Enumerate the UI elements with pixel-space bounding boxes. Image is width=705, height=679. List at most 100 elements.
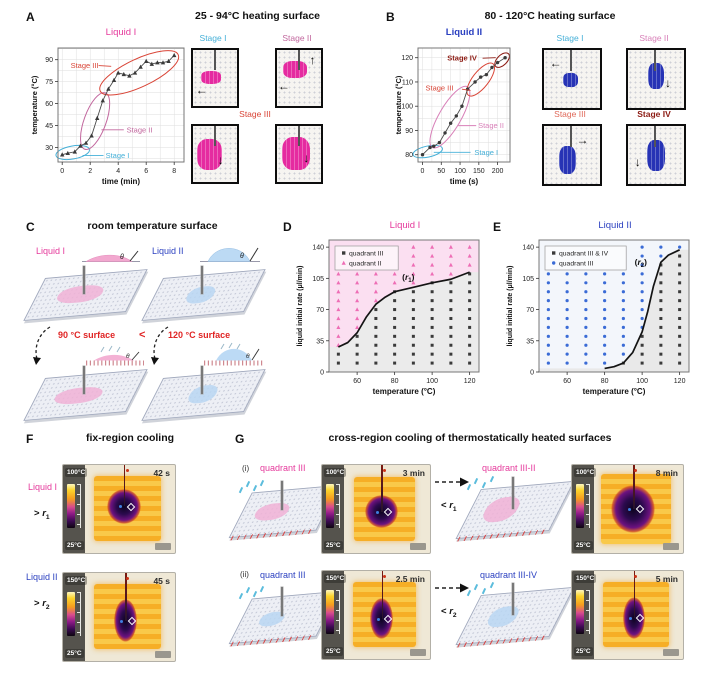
quadrant-iii-label-i: quadrant III xyxy=(260,463,306,473)
curve-rate-label: (r1) xyxy=(402,272,415,284)
svg-text:0: 0 xyxy=(320,370,324,377)
quadrant-iii-ii-label: quadrant III-II xyxy=(482,463,536,473)
r-subscript: 2 xyxy=(45,603,50,611)
rate-gt-r1: > r1 xyxy=(34,508,50,521)
stage-ellipse xyxy=(99,50,180,96)
svg-text:80: 80 xyxy=(391,378,399,385)
dispensing-needle xyxy=(213,126,216,147)
quadrant-iii-label-ii: quadrant III xyxy=(260,570,306,580)
chart-b: Stage I Stage II Stage III Stage IV 0 50 100 15… xyxy=(394,47,511,186)
thermal-view: 5 min xyxy=(594,571,683,659)
cooled-region xyxy=(610,485,656,533)
surface-90c-label: 90 °C surface xyxy=(58,330,116,340)
pillar-array-surface xyxy=(23,364,149,424)
dispensing-needle xyxy=(654,126,657,147)
quadrant-iii-iv-label: quadrant III-IV xyxy=(480,570,538,580)
svg-text:105: 105 xyxy=(312,276,324,283)
spread-direction-arrow: ↓ xyxy=(664,75,671,90)
cooling-mark xyxy=(238,486,243,493)
svg-text:75: 75 xyxy=(45,79,53,86)
stage-photo-tile: ↓ xyxy=(191,124,239,184)
dispensing-needle xyxy=(213,50,216,71)
spread-direction-arrow: ↓ xyxy=(217,153,224,167)
dispensing-needle xyxy=(200,366,203,394)
chart-d-title: Liquid I xyxy=(389,220,421,231)
dispensing-needle xyxy=(82,366,85,394)
svg-text:8: 8 xyxy=(172,168,176,175)
stage-annotation-label: Stage III xyxy=(71,61,99,70)
cooling-mark xyxy=(489,476,494,483)
min-temp-badge: 25°C xyxy=(65,541,84,550)
heated-sample xyxy=(602,581,669,647)
cooled-region xyxy=(113,599,137,643)
arrow-path xyxy=(153,326,169,360)
stage-ellipse xyxy=(412,144,443,159)
heater-pins xyxy=(229,634,315,647)
max-temp-badge: 100°C xyxy=(324,468,347,477)
svg-text:45: 45 xyxy=(45,123,53,130)
svg-text:105: 105 xyxy=(522,276,534,283)
svg-text:4: 4 xyxy=(116,168,120,175)
series-markers xyxy=(60,52,177,157)
min-temp-badge: 25°C xyxy=(574,541,593,550)
colorbar-ticks xyxy=(336,484,340,528)
rate-lt-r1: < r1 xyxy=(441,500,457,513)
theta-symbol: θ xyxy=(246,353,250,360)
droplet-profile-liquid2: θ xyxy=(200,247,260,262)
dashed-arrow-down-left xyxy=(33,326,51,365)
thermal-colorbar xyxy=(67,484,75,528)
x-axis-label: time (min) xyxy=(102,177,141,186)
pillar-array-surface xyxy=(228,478,340,542)
panel-g-title: cross-region cooling of thermostatically… xyxy=(328,432,612,444)
thermal-image: 100°C 25°C 3 min xyxy=(321,464,431,554)
thermal-image: 150°C 25°C 2.5 min xyxy=(321,570,431,660)
svg-text:35: 35 xyxy=(316,338,324,345)
heated-sample xyxy=(354,477,415,541)
svg-text:90: 90 xyxy=(45,57,53,64)
liquid-blob xyxy=(196,139,223,170)
heater-pins xyxy=(456,635,548,648)
colorbar-ticks xyxy=(586,590,590,634)
legend-label: quadrant III & IV xyxy=(559,250,609,257)
theta-symbol: θ xyxy=(120,254,124,261)
svg-text:70: 70 xyxy=(316,307,324,314)
liquid-blob xyxy=(283,61,307,78)
dashed-arrow-down-left xyxy=(151,326,169,365)
dispensing-needle xyxy=(125,573,127,621)
contact-angle-line xyxy=(249,247,259,262)
surface-plane xyxy=(455,481,575,542)
legend-label: quadrant III xyxy=(559,260,593,267)
pillar-array-surface xyxy=(455,474,575,544)
liquid-region xyxy=(51,385,107,407)
stage1-label-b: Stage I xyxy=(556,33,584,43)
reference-dot xyxy=(634,469,638,473)
y-axis-label: liquid initial rate (μl/min) xyxy=(507,266,514,347)
chart-d: quadrant III quadrant II (r1) 60 80 100 120 0 35… xyxy=(297,239,480,396)
thermal-scale-strip: 150°C 25°C xyxy=(322,571,347,659)
stage-photo-tile: ↓ xyxy=(626,48,686,110)
dispensing-needle xyxy=(281,586,284,616)
svg-text:80: 80 xyxy=(405,152,413,159)
stage-ellipse xyxy=(55,144,90,161)
svg-text:100: 100 xyxy=(401,104,413,111)
panel-e-label: E xyxy=(493,220,502,234)
spread-direction-arrow: ← xyxy=(277,79,290,94)
y-axis-label: liquid initial rate (μl/min) xyxy=(297,266,304,347)
max-temp-badge: 150°C xyxy=(324,574,347,583)
panel-c-title: room temperature surface xyxy=(87,220,218,232)
curve-rate-label: (r2) xyxy=(635,257,648,269)
heater-pins xyxy=(229,528,315,541)
stage-ellipse xyxy=(494,52,510,68)
panel-b-title: 80 - 120°C heating surface xyxy=(484,10,616,22)
heated-droplet-profile-liquid2: θ xyxy=(204,342,264,366)
thermal-view: 2.5 min xyxy=(344,571,430,659)
dispensing-needle xyxy=(633,571,636,619)
axis-ticks: 0 50 100 150 200 80 90 100 110 120 xyxy=(401,55,503,175)
liquid-region xyxy=(54,283,108,306)
liquid-region xyxy=(478,495,525,524)
max-temp-badge: 150°C xyxy=(574,574,597,583)
stage2-label-a: Stage II xyxy=(282,33,312,43)
less-than-sign: < xyxy=(139,329,146,341)
thermal-image: 100°C 25°C 42 s xyxy=(62,464,176,554)
colorbar-ticks xyxy=(586,484,590,528)
